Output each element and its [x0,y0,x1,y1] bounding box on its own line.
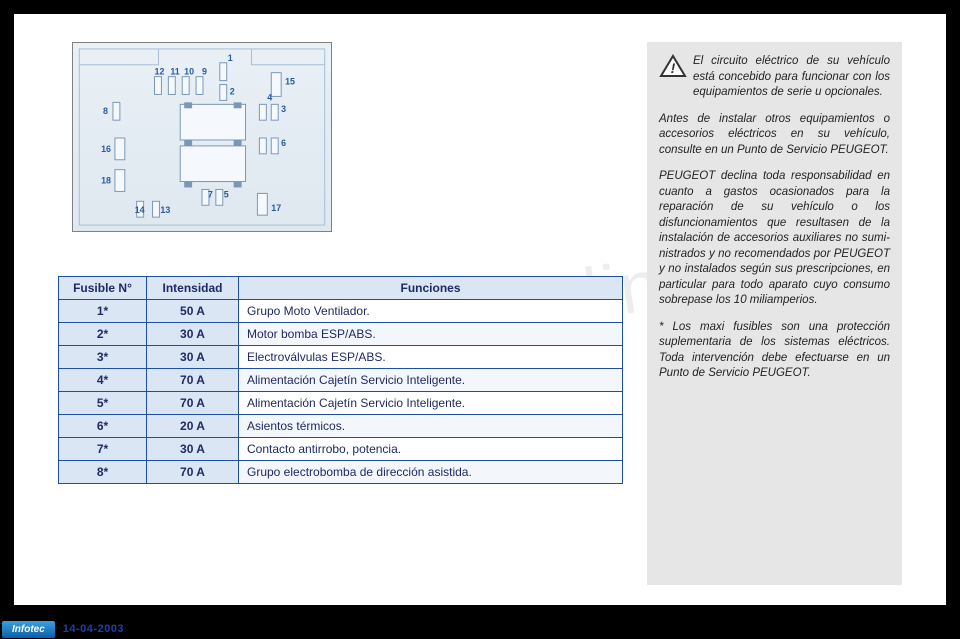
cell-function: Grupo electrobomba de dirección asistida… [239,461,623,484]
svg-text:2: 2 [230,86,235,96]
sidebar-para-1: El circuito eléctrico de su vehículo est… [693,54,890,101]
table-row: 1*50 AGrupo Moto Ventilador. [59,300,623,323]
cell-function: Electroválvulas ESP/ABS. [239,346,623,369]
cell-number: 5* [59,392,147,415]
cell-intensity: 20 A [147,415,239,438]
table-row: 7*30 AContacto antirrobo, potencia. [59,438,623,461]
manual-page: carmanualsonline.info [14,14,946,605]
cell-number: 6* [59,415,147,438]
cell-number: 3* [59,346,147,369]
svg-text:6: 6 [281,138,286,148]
svg-text:18: 18 [101,176,111,186]
cell-intensity: 70 A [147,461,239,484]
col-header-number: Fusible N° [59,277,147,300]
svg-text:14: 14 [135,205,145,215]
cell-function: Alimentación Cajetín Servicio Inteligent… [239,369,623,392]
svg-text:!: ! [671,60,676,76]
cell-function: Contacto antirrobo, potencia. [239,438,623,461]
table-row: 6*20 AAsientos térmicos. [59,415,623,438]
table-row: 5*70 AAlimentación Cajetín Servicio Inte… [59,392,623,415]
sidebar-para-4: * Los maxi fusibles son una pro­tección … [659,320,890,382]
svg-text:16: 16 [101,144,111,154]
cell-intensity: 30 A [147,438,239,461]
cell-intensity: 70 A [147,369,239,392]
sidebar-para-2: Antes de instalar otros equipa­mientos o… [659,112,890,159]
sidebar-para-3: PEUGEOT declina toda respon­sabilidad en… [659,169,890,309]
cell-function: Grupo Moto Ventilador. [239,300,623,323]
svg-text:12: 12 [155,67,165,77]
cell-function: Asientos térmicos. [239,415,623,438]
svg-text:7: 7 [208,189,213,199]
svg-text:11: 11 [170,67,179,77]
col-header-intensity: Intensidad [147,277,239,300]
cell-function: Motor bomba ESP/ABS. [239,323,623,346]
table-header-row: Fusible N° Intensidad Funciones [59,277,623,300]
col-header-functions: Funciones [239,277,623,300]
svg-text:5: 5 [224,189,229,199]
svg-text:10: 10 [184,67,194,77]
table-row: 3*30 AElectroválvulas ESP/ABS. [59,346,623,369]
warning-sidebar: ! El circuito eléctrico de su vehículo e… [647,42,902,585]
table-row: 2*30 AMotor bomba ESP/ABS. [59,323,623,346]
fuse-table: Fusible N° Intensidad Funciones 1*50 AGr… [58,276,623,484]
fuse-box-diagram: 1 2 3 4 5 6 7 8 9 10 11 12 13 14 15 16 1… [72,42,332,232]
cell-intensity: 30 A [147,323,239,346]
cell-number: 2* [59,323,147,346]
svg-text:9: 9 [202,67,207,77]
footer-date: 14-04-2003 [63,623,124,635]
table-row: 4*70 AAlimentación Cajetín Servicio Inte… [59,369,623,392]
cell-number: 8* [59,461,147,484]
svg-text:4: 4 [267,92,272,102]
table-row: 8*70 AGrupo electrobomba de dirección as… [59,461,623,484]
cell-intensity: 70 A [147,392,239,415]
cell-number: 4* [59,369,147,392]
svg-text:17: 17 [271,203,281,213]
svg-text:1: 1 [228,53,233,63]
page-footer: Infotec 14-04-2003 [0,619,960,639]
svg-text:13: 13 [160,205,170,215]
svg-text:3: 3 [281,104,286,114]
svg-text:15: 15 [285,77,295,87]
warning-triangle-icon: ! [659,54,687,78]
cell-function: Alimentación Cajetín Servicio Inteligent… [239,392,623,415]
cell-intensity: 30 A [147,346,239,369]
infotec-badge: Infotec [2,621,55,638]
cell-intensity: 50 A [147,300,239,323]
cell-number: 7* [59,438,147,461]
cell-number: 1* [59,300,147,323]
svg-text:8: 8 [103,106,108,116]
